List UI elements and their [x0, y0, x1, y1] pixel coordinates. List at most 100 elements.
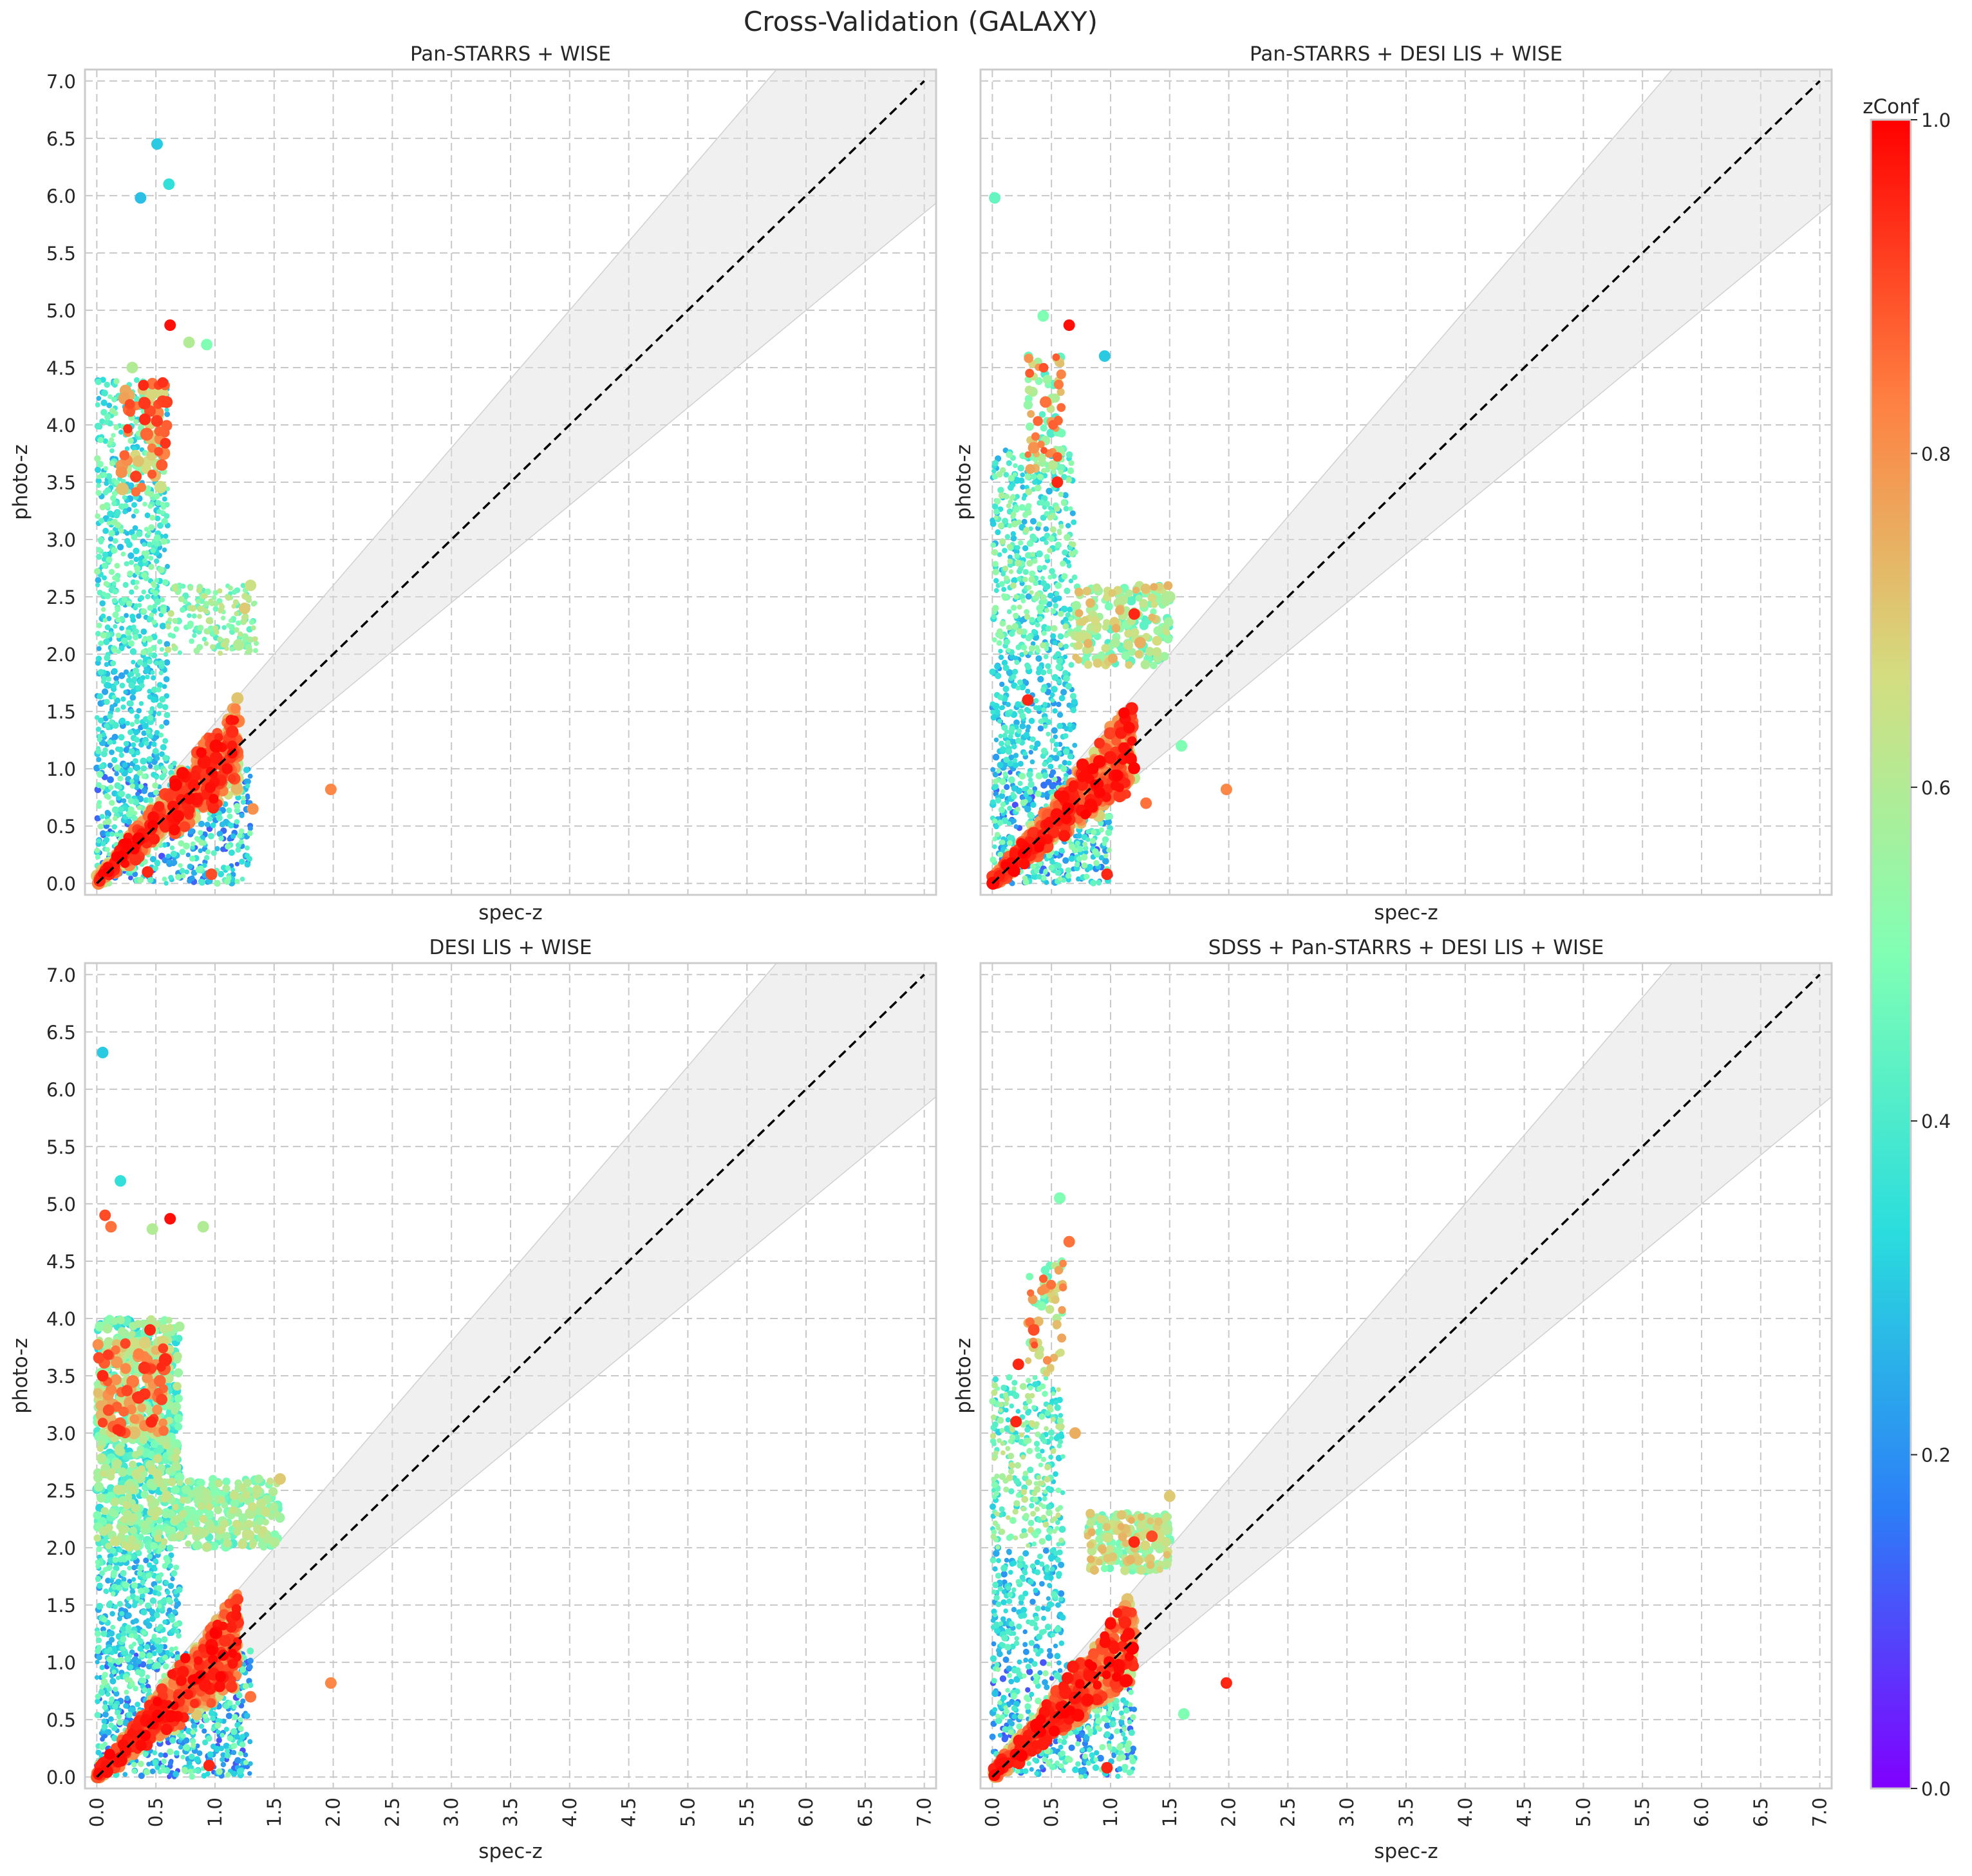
data-point: [1012, 668, 1019, 675]
data-point: [198, 848, 203, 854]
data-point: [1017, 605, 1022, 610]
data-point: [127, 640, 135, 647]
data-point: [147, 652, 153, 657]
data-point: [1119, 596, 1128, 605]
data-point: [1026, 559, 1033, 567]
data-point: [1102, 858, 1109, 865]
y-axis-label: photo-z: [952, 444, 975, 520]
data-point: [102, 820, 108, 825]
data-point: [159, 751, 165, 757]
data-point: [140, 757, 147, 765]
data-point: [240, 799, 247, 805]
data-point: [160, 607, 167, 614]
data-point: [141, 589, 146, 595]
data-point: [1015, 806, 1020, 812]
data-point: [128, 682, 135, 689]
data-point: [124, 561, 129, 567]
data-point: [129, 1649, 135, 1655]
data-point: [1056, 657, 1063, 664]
data-point: [992, 771, 999, 778]
data-point: [112, 722, 119, 729]
data-point: [179, 821, 191, 832]
data-point: [1008, 499, 1013, 505]
data-point: [1021, 496, 1027, 501]
data-point: [1121, 651, 1131, 661]
data-point: [1040, 424, 1047, 432]
data-point: [1049, 769, 1056, 776]
data-point: [125, 793, 131, 800]
data-point: [240, 1698, 246, 1704]
data-point: [147, 469, 157, 479]
data-point: [1163, 617, 1174, 627]
data-point: [189, 771, 201, 782]
data-point: [198, 598, 205, 605]
data-point: [1029, 759, 1035, 765]
data-point: [131, 676, 138, 682]
data-point: [97, 823, 104, 830]
data-point: [221, 763, 233, 774]
data-point: [1128, 762, 1140, 774]
data-point: [234, 819, 240, 825]
data-point: [147, 811, 160, 823]
data-point: [110, 660, 117, 666]
data-point: [147, 491, 155, 498]
data-point: [146, 530, 152, 536]
data-point: [147, 797, 154, 803]
data-point: [1067, 753, 1074, 760]
data-point: [126, 634, 132, 641]
data-point: [138, 595, 145, 601]
data-point: [1052, 353, 1060, 361]
data-point: [1062, 492, 1069, 499]
data-point: [116, 482, 129, 496]
data-point: [234, 807, 241, 814]
data-point: [243, 767, 250, 773]
data-point: [128, 671, 135, 677]
data-point: [151, 675, 156, 680]
data-point: [102, 551, 109, 558]
data-point: [1068, 783, 1078, 793]
data-point: [115, 707, 120, 713]
data-point: [123, 669, 129, 675]
data-point: [1006, 460, 1012, 466]
data-point: [102, 747, 108, 753]
data-point: [1065, 523, 1071, 529]
data-point: [241, 795, 246, 801]
data-point: [136, 603, 142, 608]
data-point: [1139, 599, 1149, 608]
data-point: [1074, 587, 1084, 597]
data-point: [1026, 708, 1031, 714]
data-point: [1053, 734, 1058, 740]
data-point: [1060, 813, 1072, 825]
data-point: [1036, 665, 1043, 672]
data-point: [95, 748, 102, 755]
data-point: [103, 465, 108, 471]
data-point: [160, 438, 171, 449]
data-point: [992, 818, 998, 824]
data-point: [212, 590, 219, 596]
data-point: [253, 648, 258, 653]
data-point: [162, 704, 169, 711]
data-point: [1054, 591, 1060, 597]
data-point: [149, 1644, 156, 1651]
data-point: [991, 503, 999, 510]
data-point: [1040, 747, 1047, 755]
data-point: [1025, 593, 1032, 600]
data-point: [992, 561, 999, 567]
data-point: [1092, 848, 1099, 856]
data-point: [164, 512, 170, 520]
data-point: [142, 558, 147, 563]
data-point: [133, 556, 139, 563]
data-point: [147, 876, 154, 883]
data-point: [1014, 553, 1020, 558]
data-point: [1035, 772, 1043, 780]
data-point: [997, 522, 1004, 529]
data-point: [992, 783, 999, 790]
data-point: [97, 693, 104, 700]
x-axis-label: spec-z: [1374, 901, 1438, 924]
data-point: [1076, 876, 1081, 882]
data-point: [1150, 608, 1157, 615]
data-point: [1023, 527, 1030, 534]
data-point: [1017, 464, 1024, 472]
data-point: [118, 528, 124, 534]
data-point: [196, 605, 204, 613]
